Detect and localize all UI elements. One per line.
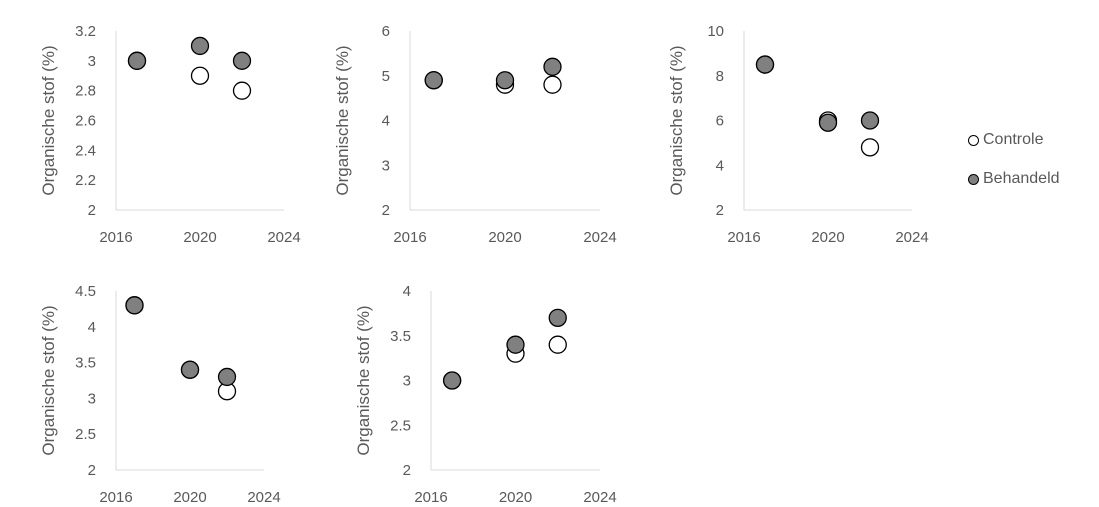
y-tick-label: 6 bbox=[382, 23, 390, 40]
x-tick-label: 2024 bbox=[895, 229, 928, 246]
chart-panel-4: 2 2.5 3 3.5 4 4.5 2016 2020 2024 Organische stof … bbox=[39, 283, 281, 506]
y-tick-label: 4 bbox=[382, 113, 390, 130]
x-tick-label: 2020 bbox=[173, 489, 206, 506]
y-tick-label: 5 bbox=[382, 68, 390, 85]
legend: Controle Behandeld bbox=[968, 130, 1088, 208]
point-behandeld bbox=[180, 360, 200, 379]
point-controle bbox=[548, 335, 567, 354]
point-controle bbox=[232, 81, 252, 100]
y-tick-label: 2.5 bbox=[390, 417, 411, 434]
y-axis-label: Organische stof (%) bbox=[39, 305, 58, 455]
point-behandeld bbox=[125, 296, 144, 315]
y-tick-label: 2.6 bbox=[75, 113, 96, 130]
point-behandeld bbox=[543, 57, 562, 76]
point-behandeld bbox=[127, 51, 147, 70]
chart-panel-3: 2 4 6 8 10 2016 2020 2024 Organische stof (%) bbox=[667, 23, 929, 246]
point-controle bbox=[190, 66, 210, 85]
point-behandeld bbox=[217, 367, 237, 387]
point-behandeld bbox=[818, 113, 838, 132]
x-tick-label: 2024 bbox=[583, 229, 616, 246]
x-tick-label: 2016 bbox=[99, 229, 132, 246]
point-behandeld bbox=[190, 36, 210, 56]
y-tick-label: 3.5 bbox=[390, 328, 411, 345]
legend-marker-controle bbox=[968, 134, 979, 146]
y-axis-label: Organische stof (%) bbox=[39, 45, 58, 195]
x-tick-label: 2024 bbox=[247, 489, 280, 506]
y-tick-label: 4.5 bbox=[75, 283, 96, 300]
y-tick-label: 3 bbox=[403, 373, 411, 390]
x-tick-label: 2020 bbox=[811, 229, 844, 246]
point-behandeld bbox=[442, 371, 462, 390]
y-tick-label: 3.5 bbox=[75, 355, 96, 372]
point-behandeld bbox=[506, 335, 525, 354]
legend-item-controle: Controle bbox=[968, 130, 1088, 150]
x-tick-label: 2020 bbox=[488, 229, 521, 246]
y-tick-label: 2 bbox=[88, 462, 96, 479]
y-axis-label: Organische stof (%) bbox=[333, 45, 352, 195]
y-axis-label: Organische stof (%) bbox=[667, 45, 686, 195]
point-behandeld bbox=[495, 71, 515, 90]
chart-panel-1: 2 2.2 2.4 2.6 2.8 3 3.2 2016 2020 2024 Organische … bbox=[39, 23, 301, 246]
point-behandeld bbox=[232, 51, 252, 70]
y-tick-label: 4 bbox=[403, 283, 411, 300]
y-tick-label: 2 bbox=[88, 202, 96, 219]
y-tick-label: 2.8 bbox=[75, 83, 96, 100]
x-tick-label: 2020 bbox=[499, 489, 532, 506]
legend-label-controle: Controle bbox=[983, 131, 1044, 148]
x-tick-label: 2016 bbox=[727, 229, 760, 246]
chart-panel-5: 2 2.5 3 3.5 4 2016 2020 2024 Organische stof (%) bbox=[354, 283, 617, 506]
y-tick-label: 3 bbox=[382, 157, 390, 174]
y-tick-label: 2 bbox=[716, 202, 724, 219]
legend-label-behandeld: Behandeld bbox=[983, 170, 1060, 187]
x-tick-label: 2016 bbox=[414, 489, 447, 506]
x-tick-label: 2016 bbox=[393, 229, 426, 246]
y-tick-label: 4 bbox=[88, 319, 96, 336]
point-controle bbox=[860, 138, 880, 157]
y-tick-label: 6 bbox=[716, 113, 724, 130]
legend-item-behandeld: Behandeld bbox=[968, 169, 1088, 189]
x-tick-label: 2016 bbox=[99, 489, 132, 506]
x-tick-label: 2024 bbox=[267, 229, 300, 246]
legend-marker-behandeld bbox=[968, 173, 979, 185]
y-tick-label: 2.5 bbox=[75, 426, 96, 443]
y-tick-label: 3 bbox=[88, 390, 96, 407]
y-tick-label: 2.2 bbox=[75, 172, 96, 189]
point-behandeld bbox=[860, 111, 880, 130]
y-axis-label: Organische stof (%) bbox=[354, 305, 373, 455]
chart-panel-2: 2 3 4 5 6 2016 2020 2024 Organische stof (%) bbox=[333, 23, 617, 246]
y-tick-label: 2.4 bbox=[75, 142, 96, 159]
y-tick-label: 2 bbox=[403, 462, 411, 479]
point-behandeld bbox=[548, 308, 567, 328]
point-behandeld bbox=[424, 71, 443, 90]
x-tick-label: 2024 bbox=[583, 489, 616, 506]
y-tick-label: 4 bbox=[716, 157, 724, 174]
y-tick-label: 8 bbox=[716, 68, 724, 85]
x-tick-label: 2020 bbox=[183, 229, 216, 246]
y-tick-label: 3.2 bbox=[75, 23, 96, 40]
y-tick-label: 3 bbox=[88, 53, 96, 70]
y-tick-label: 10 bbox=[707, 23, 724, 40]
point-behandeld bbox=[755, 55, 775, 74]
y-tick-label: 2 bbox=[382, 202, 390, 219]
point-controle bbox=[543, 75, 562, 94]
